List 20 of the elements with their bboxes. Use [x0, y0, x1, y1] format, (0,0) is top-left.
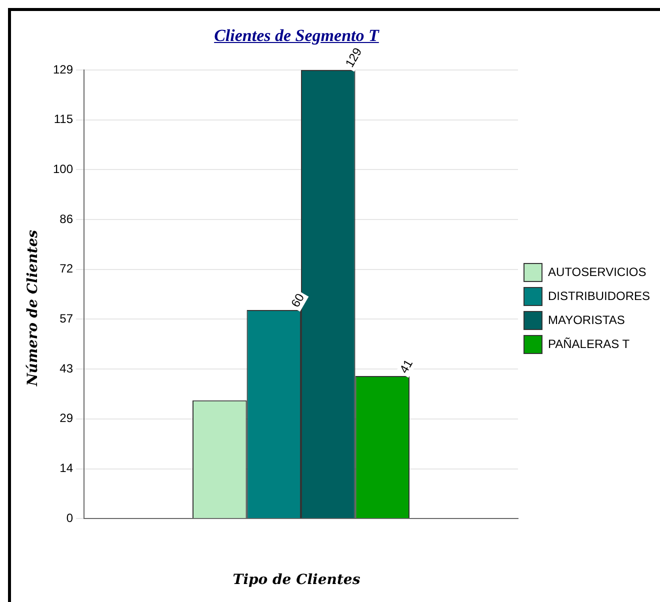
y-tick-label: 115: [54, 112, 74, 126]
legend-label: MAYORISTAS: [548, 312, 625, 327]
y-tick-label: 57: [60, 312, 74, 326]
y-tick-label: 0: [66, 510, 74, 525]
legend-label: DISTRIBUIDORES: [548, 288, 650, 303]
y-tick-label: 29: [60, 411, 74, 426]
data-label: 41: [396, 356, 416, 376]
x-axis-title: Tipo de Clientes: [232, 572, 362, 588]
y-tick-label: 43: [60, 361, 74, 376]
chart-title: Clientes de Segmento T: [213, 26, 380, 46]
data-label: 129: [342, 45, 365, 70]
legend-label: PAÑALERAS T: [548, 336, 630, 351]
y-tick-label: 100: [52, 162, 74, 176]
y-tick-label: 72: [60, 262, 74, 276]
y-tick-label: 14: [60, 461, 74, 476]
y-axis-title: Número de Clientes: [25, 230, 41, 386]
y-tick-label: 129: [52, 62, 74, 76]
y-tick-label: 86: [60, 212, 74, 226]
legend-label: AUTOSERVICIOS: [548, 264, 646, 279]
data-label: 60: [288, 290, 308, 310]
